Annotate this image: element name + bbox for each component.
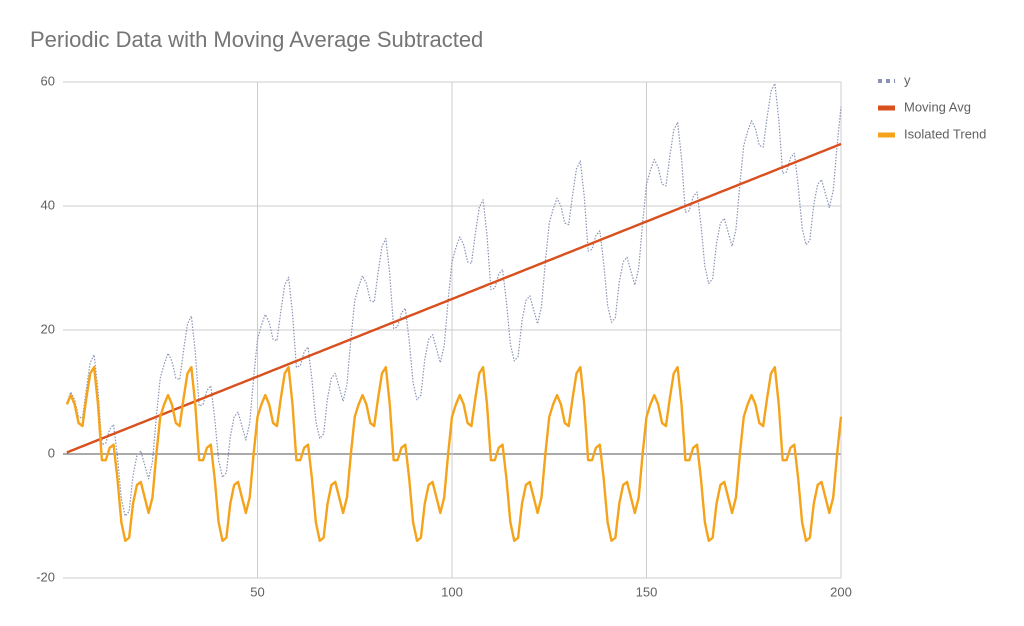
x-tick-label: 100 <box>441 584 463 599</box>
y-tick-label: -20 <box>36 569 55 584</box>
chart-title: Periodic Data with Moving Average Subtra… <box>30 27 483 52</box>
x-tick-label: 150 <box>636 584 658 599</box>
y-tick-label: 60 <box>41 73 55 88</box>
y-tick-label: 40 <box>41 197 55 212</box>
legend-label: Moving Avg <box>904 99 971 114</box>
x-tick-label: 50 <box>250 584 264 599</box>
legend-label: y <box>904 72 911 87</box>
y-tick-label: 0 <box>48 445 55 460</box>
legend-label: Isolated Trend <box>904 126 986 141</box>
y-tick-label: 20 <box>41 321 55 336</box>
x-tick-label: 200 <box>830 584 852 599</box>
series-line <box>66 82 842 517</box>
series-line <box>65 366 843 542</box>
